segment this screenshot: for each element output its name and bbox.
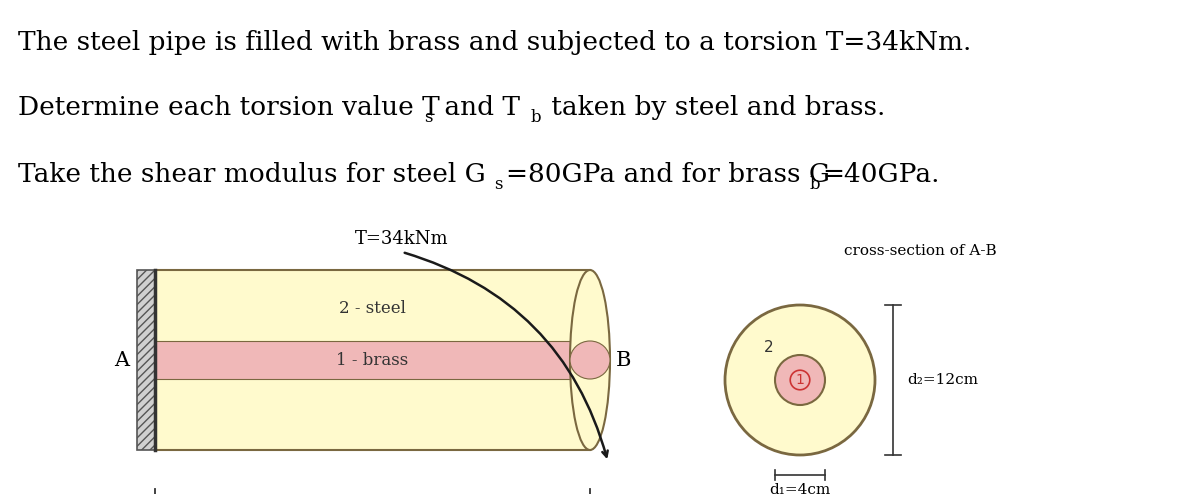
Text: 1: 1 — [796, 373, 804, 387]
Text: s: s — [494, 176, 503, 193]
Text: T=34kNm: T=34kNm — [355, 230, 449, 248]
Text: cross-section of A-B: cross-section of A-B — [844, 244, 996, 258]
Circle shape — [775, 355, 826, 405]
Text: b: b — [530, 109, 541, 126]
Text: Determine each torsion value T: Determine each torsion value T — [18, 95, 439, 120]
Text: b: b — [810, 176, 821, 193]
Bar — [155, 270, 590, 450]
Text: 1 - brass: 1 - brass — [336, 352, 408, 369]
Text: The steel pipe is filled with brass and subjected to a torsion T=34kNm.: The steel pipe is filled with brass and … — [18, 30, 971, 55]
Text: 2 - steel: 2 - steel — [338, 299, 406, 317]
Text: A: A — [114, 351, 130, 370]
Text: B: B — [616, 351, 631, 370]
Text: taken by steel and brass.: taken by steel and brass. — [542, 95, 886, 120]
Ellipse shape — [570, 341, 610, 379]
Text: =80GPa and for brass G: =80GPa and for brass G — [506, 162, 830, 187]
Text: and T: and T — [436, 95, 520, 120]
Ellipse shape — [570, 270, 610, 450]
Bar — [155, 341, 590, 379]
Text: =40GPa.: =40GPa. — [822, 162, 940, 187]
Text: 2: 2 — [764, 339, 774, 355]
Text: d₁=4cm: d₁=4cm — [769, 483, 830, 494]
Text: d₂=12cm: d₂=12cm — [907, 373, 978, 387]
Text: s: s — [424, 109, 432, 126]
Circle shape — [725, 305, 875, 455]
Text: Take the shear modulus for steel G: Take the shear modulus for steel G — [18, 162, 486, 187]
Bar — [137, 270, 155, 450]
